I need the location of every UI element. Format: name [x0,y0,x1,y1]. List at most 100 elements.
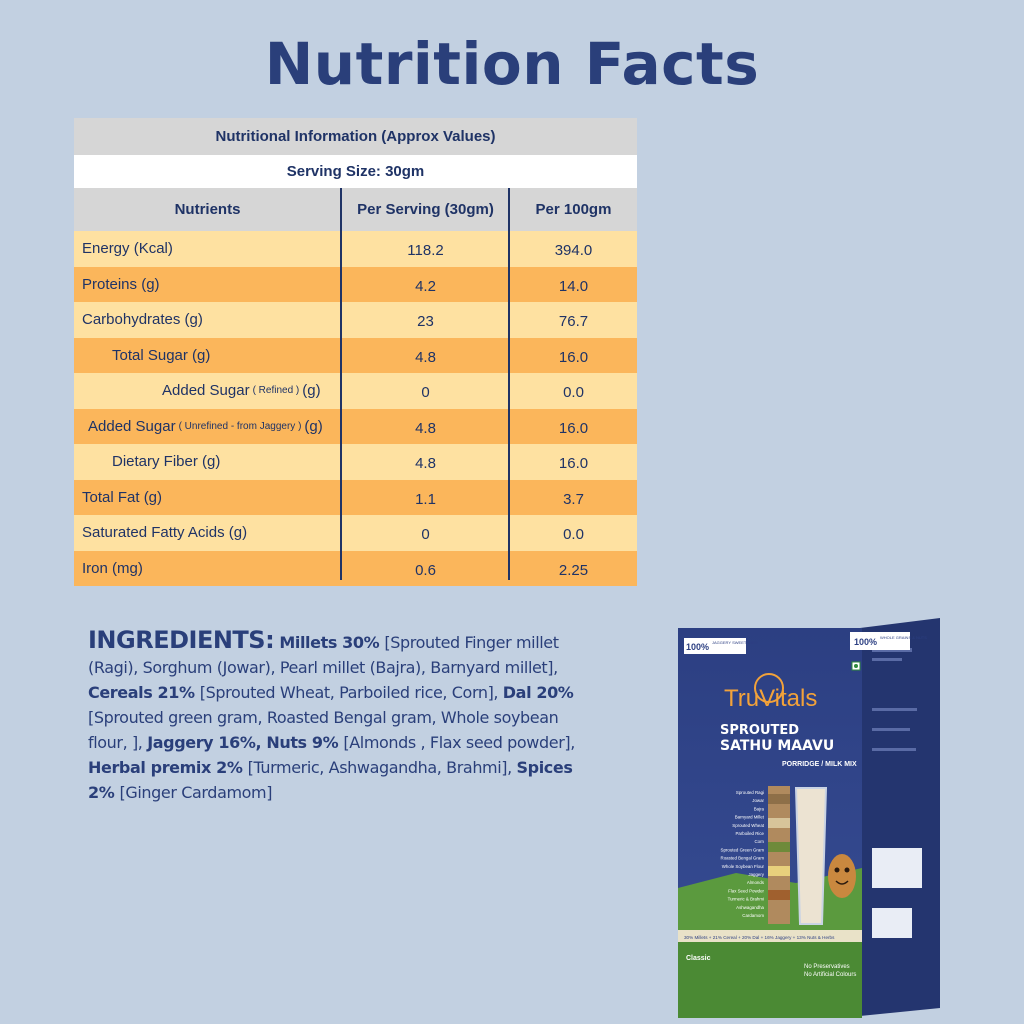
per-100g-value: 16.0 [558,348,589,366]
brand-name: TruVitals [724,685,817,712]
ingredient-group: Millets 30% [274,633,385,652]
product-box: 100% JAGGERY SWEETENED 100% WHOLE GRAINS… [676,618,946,1023]
per-serving-value: 118.2 [407,242,444,260]
column-divider [508,188,510,580]
per-serving-value: 4.8 [415,348,436,366]
box-side [860,618,940,1016]
ingredient-detail: [Almonds , Flax seed powder], [343,733,575,752]
nutrient-name: Total Sugar (g) [74,338,341,374]
header-nutrients: Nutrients [174,201,241,218]
nutrient-name: Carbohydrates (g) [74,302,341,338]
box-ingredient-item: Bajra [754,806,765,811]
nutrient-name: Energy (Kcal) [74,231,341,267]
table-row: Added Sugar( Refined ) (g) 0 0.0 [74,373,637,409]
box-ingredient-item: Sprouted Green Gram [721,847,765,852]
ingredient-detail: [Sprouted Wheat, Parboiled rice, Corn], [199,683,503,702]
ingredients-heading: INGREDIENTS: [88,626,275,654]
nutrient-label: Total Sugar (g) [112,346,211,364]
claim-no-colours: No Artificial Colours [804,972,856,978]
nutrient-name: Added Sugar( Unrefined - from Jaggery )(… [74,409,341,445]
brand-logo-icon [754,673,784,703]
product-line3: PORRIDGE / MILK MIX [782,761,857,768]
box-ingredient-item: Corn [754,839,764,844]
box-ingredient-item: Ashwagandha [736,905,764,910]
box-ingredient-item: Turmeric & Brahmi [728,897,764,902]
column-headers: Nutrients Per Serving (30gm) Per 100gm [74,188,637,231]
nutrient-name: Saturated Fatty Acids (g) [74,515,341,551]
ingredient-detail: [Sprouted green gram, Roasted Bengal gra… [88,708,559,752]
nutrient-note: ( Unrefined - from Jaggery ) [178,420,302,432]
table-row: Added Sugar( Unrefined - from Jaggery )(… [74,408,637,445]
table-row: Proteins (g) 4.2 14.0 [74,266,637,303]
column-divider [340,188,342,580]
table-row: Total Sugar (g) 4.8 16.0 [74,337,637,374]
per-serving-value: 4.8 [415,455,436,473]
per-100g-value: 394.0 [554,242,593,260]
per-100g-value: 14.0 [558,277,589,295]
milk-glass-icon [794,787,828,925]
box-ingredient-item: Almonds [747,880,765,885]
nutrient-label: Total Fat (g) [82,488,163,506]
nutrient-label: Proteins (g) [82,275,160,293]
nutrient-name: Iron (mg) [74,551,341,587]
box-ingredient-item: Whole Soybean Flour [722,864,765,869]
product-box-image: 100% JAGGERY SWEETENED 100% WHOLE GRAINS… [678,618,940,1018]
table-body: Energy (Kcal) 118.2 394.0 Proteins (g) 4.2 14… [74,231,637,586]
per-serving-value: 1.1 [415,490,436,508]
per-100g-value: 0.0 [563,384,584,402]
header-per-serving: Per Serving (30gm) [357,201,494,218]
per-100g-value: 76.7 [558,313,589,331]
per-serving-value: 0 [421,526,430,544]
nutrient-label: Added Sugar [88,417,176,435]
nutrient-unit: (g) [302,382,321,400]
box-ingredient-item: Parboiled Rice [735,831,764,836]
page-title: Nutrition Facts [264,30,760,98]
per-serving-value: 0.6 [415,561,436,579]
nutrient-label: Carbohydrates (g) [82,311,203,329]
ingredient-group: Spices 2% [88,758,573,802]
ingredient-group: Dal 20% [502,683,574,702]
nutrient-name: Dietary Fiber (g) [74,444,341,480]
nutrition-table: Nutritional Information (Approx Values) … [74,118,637,586]
box-ingredient-item: Sprouted Wheat [732,823,765,828]
header-per-100g: Per 100gm [535,201,612,218]
ingredient-detail: [Sprouted Finger millet (Ragi), Sorghum … [88,633,559,677]
per-serving-value: 4.8 [415,419,436,437]
product-line2: SATHU MAAVU [720,738,834,754]
nutrient-name: Added Sugar( Refined ) (g) [74,373,341,409]
table-row: Energy (Kcal) 118.2 394.0 [74,231,637,267]
grain-swatches [768,786,790,924]
table-caption: Nutritional Information (Approx Values) [74,118,637,155]
table-row: Iron (mg) 0.6 2.25 [74,550,637,587]
nutrient-label: Iron (mg) [82,559,143,577]
ingredient-group: Cereals 21% [88,683,200,702]
box-ingredient-item: Barnyard Millet [735,815,765,820]
badge-right: 100% [854,637,877,647]
ingredient-detail: [Turmeric, Ashwagandha, Brahmi], [247,758,517,777]
nutrient-label: Energy (Kcal) [82,240,173,258]
ingredients-text: INGREDIENTS: Millets 30% [Sprouted Finge… [88,628,588,805]
table-row: Carbohydrates (g) 23 76.7 [74,302,637,338]
ingredient-group: Jaggery 16%, Nuts 9% [147,733,344,752]
box-ingredient-item: Jowar [752,798,764,803]
nutrient-unit: (g) [304,417,323,435]
composition-strip: 30% Millets + 21% Cereal + 20% Dal + 16%… [684,935,835,940]
per-serving-value: 23 [417,313,434,331]
variant-label: Classic [686,955,711,962]
nutrient-name: Proteins (g) [74,267,341,303]
table-row: Total Fat (g) 1.1 3.7 [74,479,637,515]
per-100g-value: 16.0 [558,455,589,473]
badge-left-sub: JAGGERY SWEETENED [712,640,758,645]
per-100g-value: 16.0 [558,419,589,437]
box-ingredient-item: Cardamom [742,913,764,918]
nutrient-note: ( Refined ) [252,385,300,397]
product-line1: SPROUTED [720,723,799,738]
box-ingredient-item: Jaggery [748,872,764,877]
nutrient-label: Added Sugar [162,382,250,400]
ingredient-detail: [Ginger Cardamom] [119,783,273,802]
nutrient-label: Saturated Fatty Acids (g) [82,524,248,542]
badge-right-sub: WHOLE GRAINS & NUTS [880,635,927,640]
box-ingredient-item: Flax Seed Powder [728,888,764,893]
ingredient-group: Herbal premix 2% [88,758,248,777]
table-row: Dietary Fiber (g) 4.8 16.0 [74,444,637,480]
